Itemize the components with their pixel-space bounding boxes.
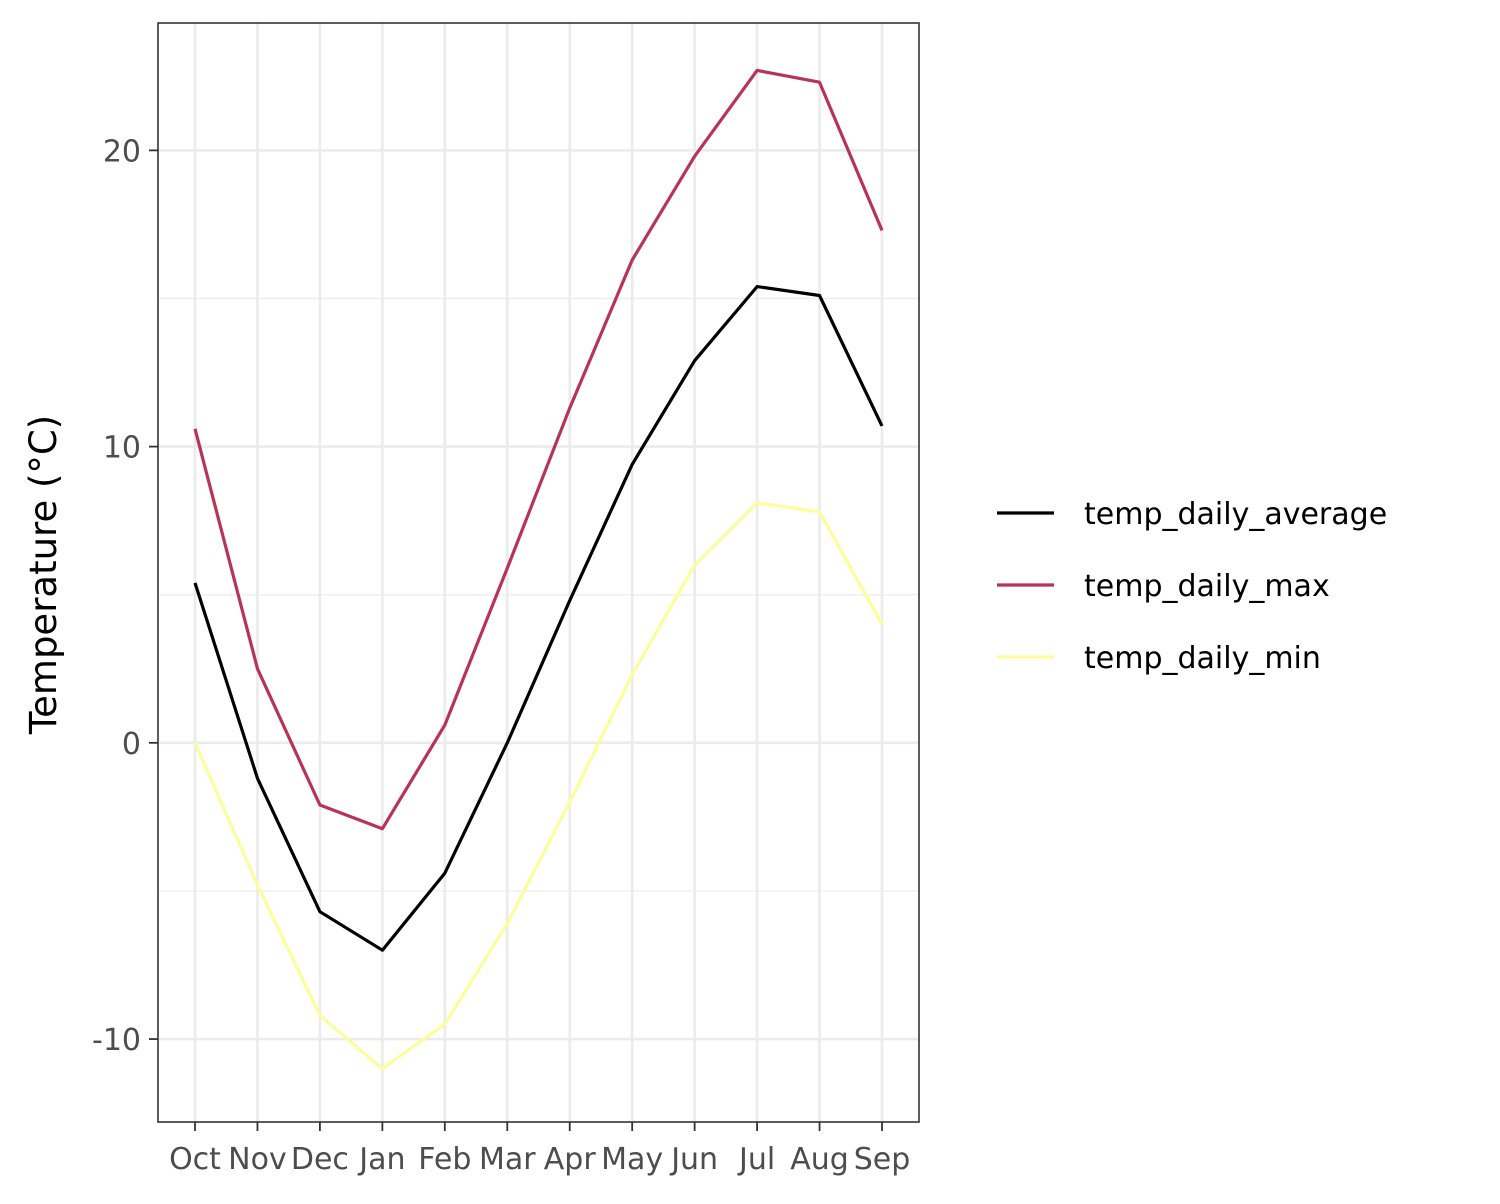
x-tick-label: Sep <box>854 1142 911 1177</box>
x-tick-label: Mar <box>479 1142 536 1177</box>
x-tick-label: Nov <box>228 1142 287 1177</box>
legend-label-temp_daily_average: temp_daily_average <box>1084 497 1387 532</box>
series-line-temp_daily_max <box>193 68 884 831</box>
legend-label-temp_daily_min: temp_daily_min <box>1084 641 1321 676</box>
y-tick-label: 10 <box>103 431 141 466</box>
x-tick-label: Feb <box>418 1142 471 1177</box>
y-tick-label: 0 <box>122 727 141 762</box>
series-layer <box>193 68 884 1071</box>
x-tick-label: May <box>601 1142 663 1177</box>
panel-border <box>157 22 920 1123</box>
x-tick-label: Jun <box>669 1142 718 1177</box>
axis-layer: -10 0 10 20 Oct Nov Dec Jan Feb Mar Apr May Jun Jul Au… <box>92 134 910 1177</box>
series-line-temp_daily_min <box>193 501 884 1071</box>
x-tick-label: Oct <box>169 1142 221 1177</box>
y-tick-label: -10 <box>92 1023 141 1058</box>
x-tick-label: Apr <box>544 1142 597 1177</box>
x-tick-label: Aug <box>790 1142 849 1177</box>
x-tick-label: Jan <box>357 1142 405 1177</box>
series-line-temp_daily_average <box>193 285 884 952</box>
x-tick-label: Dec <box>291 1142 349 1177</box>
grid-layer <box>158 23 919 1122</box>
x-tick-label: Jul <box>737 1142 775 1177</box>
legend-label-temp_daily_max: temp_daily_max <box>1084 569 1330 604</box>
y-axis-title: Temperature (°C) <box>22 415 65 735</box>
y-tick-label: 20 <box>103 134 141 169</box>
legend: temp_daily_average temp_daily_max temp_dai… <box>997 497 1387 676</box>
